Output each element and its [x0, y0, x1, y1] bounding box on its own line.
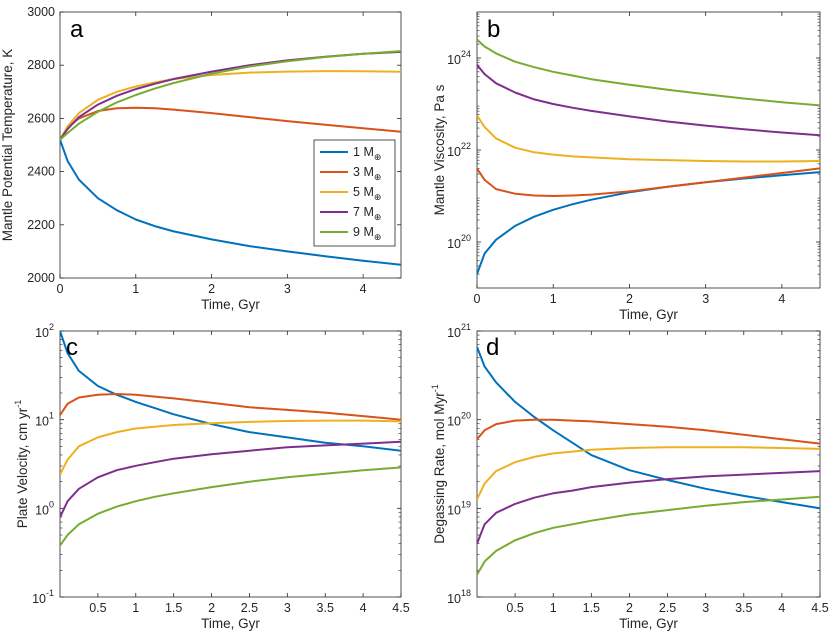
x-axis-label: Time, Gyr	[619, 616, 678, 631]
panel-letter-a: a	[70, 16, 84, 43]
y-tick-label: 2800	[27, 58, 55, 72]
panel-c: 0.5 1 1.5 2 2.5 3 3.5 4 4.5 10-1 100 101 102 Time, Gy…	[13, 322, 410, 631]
x-tick-label: 3	[702, 292, 709, 306]
x-tick-label: 4	[778, 292, 785, 306]
y-axis-label: Mantle Viscosity, Pa s	[432, 84, 447, 215]
panel-a: 0 1 2 3 4 2000 2200 2400 2600 2800 3000 Time, Gyr Ma…	[0, 5, 402, 312]
series-line-5-mass	[477, 114, 820, 163]
series-line-9-mass	[477, 495, 820, 576]
legend-entry: 3 M⊕	[320, 165, 381, 182]
x-tick-label: 0.5	[89, 601, 106, 615]
x-tick-label: 3	[702, 601, 709, 615]
x-tick-label: 4	[360, 282, 367, 296]
x-tick-label: 1	[550, 601, 557, 615]
y-tick-label: 2200	[27, 218, 55, 232]
series-line-3-mass	[477, 167, 820, 197]
y-tick-label: 10-1	[32, 588, 54, 606]
series-line-1-mass	[477, 171, 820, 275]
y-tick-label: 1018	[447, 588, 471, 606]
x-tick-label: 2	[208, 601, 215, 615]
y-axis-label: Mantle Potential Temperature, K	[0, 49, 15, 242]
series-line-7-mass	[477, 64, 820, 137]
x-tick-label: 1	[132, 601, 139, 615]
series-line-9-mass	[477, 38, 820, 107]
x-tick-label: 3	[284, 282, 291, 296]
legend-entry: 1 M⊕	[320, 145, 381, 162]
y-tick-label: 1024	[447, 49, 471, 67]
panel-letter-d: d	[486, 334, 499, 361]
x-tick-label: 0.5	[506, 601, 523, 615]
panel-d: 0.5 1 1.5 2 2.5 3 3.5 4 4.5 1018 1019 1020 1021 Time,…	[430, 322, 829, 631]
y-tick-label: 3000	[27, 5, 55, 19]
legend: 1 M⊕ 3 M⊕ 5 M⊕ 7 M⊕ 9 M⊕	[313, 139, 396, 247]
legend-label: 3 M⊕	[353, 165, 381, 182]
legend-label: 9 M⊕	[353, 225, 381, 242]
legend-entry: 9 M⊕	[320, 225, 381, 242]
series-line-1-mass	[60, 139, 401, 266]
y-axis-label: Plate Velocity, cm yr-1	[13, 400, 30, 529]
plot-area-a	[59, 11, 402, 279]
x-tick-label: 2	[626, 601, 633, 615]
y-tick-label: 102	[35, 322, 54, 340]
y-tick-label: 1021	[447, 322, 471, 340]
series-line-3-mass	[60, 106, 401, 141]
y-tick-label: 1020	[447, 411, 471, 429]
x-tick-label: 0	[474, 292, 481, 306]
x-tick-label: 1	[550, 292, 557, 306]
panel-b: 0 1 2 3 4 1020 1022 1024 Time, Gyr Mantle Viscosi…	[432, 11, 821, 322]
x-axis-label: Time, Gyr	[619, 307, 678, 322]
y-tick-label: 1019	[447, 499, 471, 517]
legend-entry: 7 M⊕	[320, 205, 381, 222]
y-tick-label: 2400	[27, 165, 55, 179]
legend-entry: 5 M⊕	[320, 185, 381, 202]
y-tick-label: 2000	[27, 271, 55, 285]
x-tick-label: 1.5	[165, 601, 182, 615]
panel-letter-c: c	[66, 334, 78, 361]
x-tick-label: 2	[626, 292, 633, 306]
y-axis-label: Degassing Rate, mol Myr-1	[430, 384, 447, 544]
x-tick-label: 2	[208, 282, 215, 296]
y-tick-label: 1022	[447, 141, 471, 159]
x-tick-label: 1.5	[583, 601, 600, 615]
y-tick-label: 1020	[447, 233, 471, 251]
x-axis-label: Time, Gyr	[201, 297, 260, 312]
series-line-1-mass	[477, 346, 820, 510]
x-axis-label: Time, Gyr	[201, 616, 260, 631]
x-tick-label: 4.5	[811, 601, 828, 615]
series-line-1-mass	[60, 331, 401, 452]
panel-letter-b: b	[487, 16, 500, 43]
series-line-9-mass	[60, 466, 401, 547]
x-tick-label: 4	[778, 601, 785, 615]
plot-area-d	[476, 330, 821, 598]
series-line-3-mass	[60, 393, 401, 421]
y-tick-label: 101	[35, 411, 54, 429]
y-tick-label: 2600	[27, 111, 55, 125]
series-line-3-mass	[477, 418, 820, 445]
plot-area-c	[59, 330, 402, 598]
y-tick-label: 100	[35, 499, 54, 517]
legend-label: 1 M⊕	[353, 145, 381, 162]
series-line-9-mass	[60, 50, 401, 141]
x-tick-label: 2.5	[659, 601, 676, 615]
legend-label: 5 M⊕	[353, 185, 381, 202]
series-line-7-mass	[60, 440, 401, 518]
legend-label: 7 M⊕	[353, 205, 381, 222]
x-tick-label: 2.5	[241, 601, 258, 615]
x-tick-label: 4	[360, 601, 367, 615]
x-tick-label: 3.5	[735, 601, 752, 615]
series-line-5-mass	[60, 419, 401, 476]
series-line-5-mass	[477, 446, 820, 500]
x-tick-label: 3.5	[317, 601, 334, 615]
x-tick-label: 1	[132, 282, 139, 296]
x-tick-label: 0	[57, 282, 64, 296]
x-tick-label: 4.5	[392, 601, 409, 615]
series-line-7-mass	[477, 470, 820, 545]
x-tick-label: 3	[284, 601, 291, 615]
